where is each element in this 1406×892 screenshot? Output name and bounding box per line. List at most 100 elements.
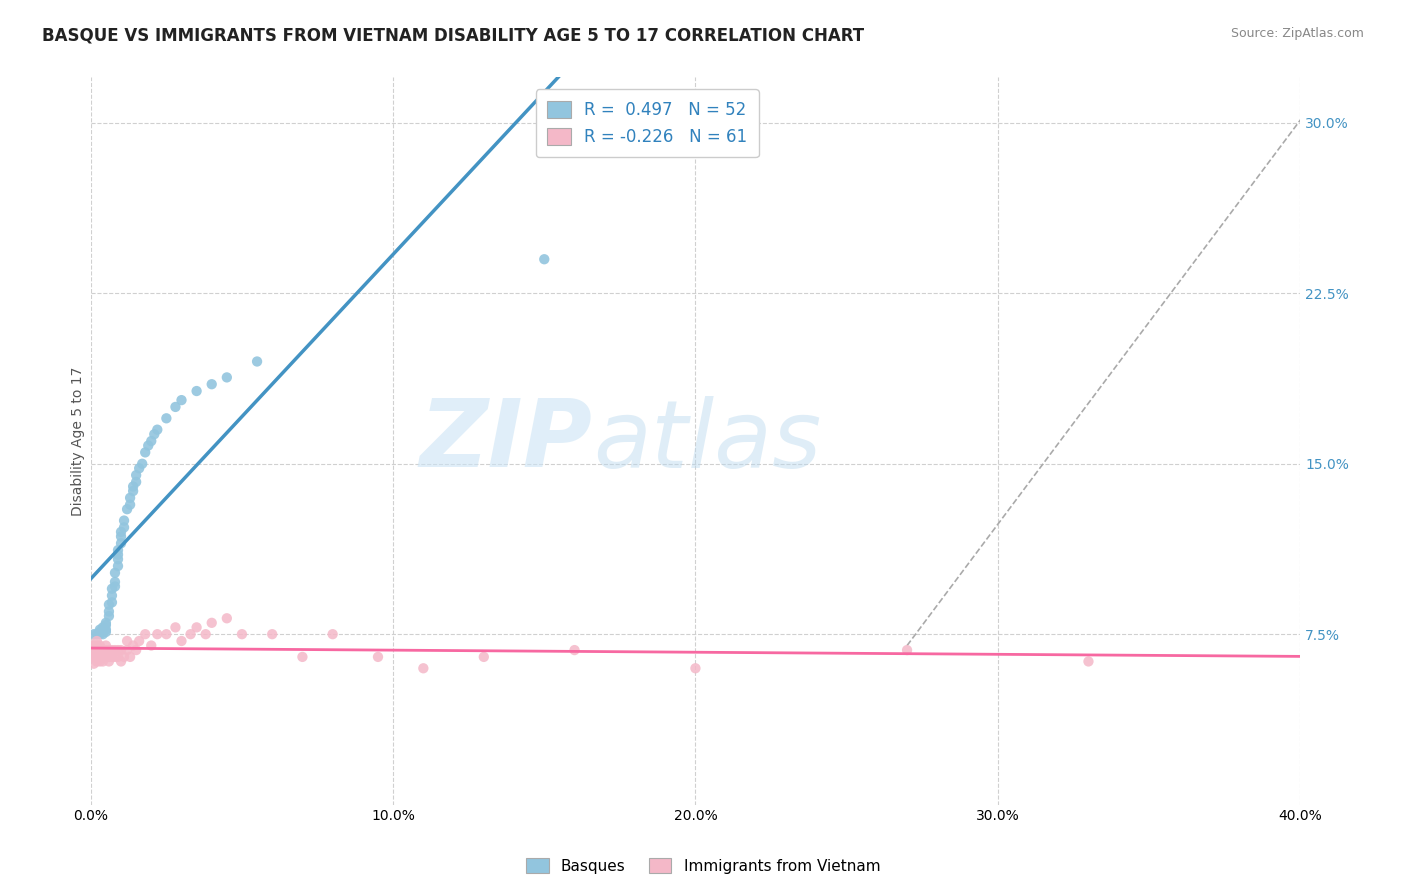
Point [94,618,117,632]
Y-axis label: Disability Age 5 to 17: Disability Age 5 to 17 [72,367,86,516]
Point [533,252,555,267]
Point [128,634,150,648]
Point [94,615,117,630]
Point [94,624,117,639]
Point [291,649,314,664]
Point [120,649,142,664]
Point [101,589,124,603]
Point [83,649,105,664]
Point [89,655,111,669]
Point [104,566,127,580]
Point [146,627,169,641]
Point [89,639,111,653]
Point [180,627,202,641]
Point [112,514,135,528]
Point [120,498,142,512]
Point [201,615,224,630]
Point [91,655,114,669]
Point [101,643,124,657]
Point [104,649,127,664]
Point [107,643,129,657]
Point [122,483,145,498]
Point [97,598,120,612]
Point [367,649,389,664]
Point [91,649,114,664]
Point [186,384,208,398]
Point [685,661,707,675]
Point [107,548,129,562]
Point [155,627,177,641]
Point [115,502,138,516]
Point [141,434,163,448]
Point [83,657,105,671]
Point [231,627,253,641]
Point [215,370,238,384]
Point [170,393,193,408]
Point [83,643,105,657]
Point [215,611,238,625]
Point [115,634,138,648]
Text: BASQUE VS IMMIGRANTS FROM VIETNAM DISABILITY AGE 5 TO 17 CORRELATION CHART: BASQUE VS IMMIGRANTS FROM VIETNAM DISABI… [42,27,865,45]
Point [89,643,111,657]
Point [97,649,120,664]
Point [89,649,111,664]
Text: atlas: atlas [593,395,821,486]
Point [97,609,120,624]
Point [107,552,129,566]
Point [83,627,105,641]
Point [86,649,108,664]
Point [94,643,117,657]
Point [101,649,124,664]
Point [1077,655,1099,669]
Point [122,479,145,493]
Point [101,582,124,596]
Point [97,655,120,669]
Point [125,475,148,489]
Point [115,643,138,657]
Point [125,468,148,483]
Point [141,639,163,653]
Point [91,624,114,639]
Point [125,643,148,657]
Point [322,627,344,641]
Point [120,491,142,505]
Legend: Basques, Immigrants from Vietnam: Basques, Immigrants from Vietnam [520,852,886,880]
Point [91,620,114,634]
Point [110,524,132,539]
Point [104,643,127,657]
Point [112,520,135,534]
Point [94,639,117,653]
Point [165,400,187,414]
Point [107,649,129,664]
Point [110,529,132,543]
Point [170,634,193,648]
Point [246,354,269,368]
Point [101,595,124,609]
Point [86,639,108,653]
Point [80,649,103,664]
Point [104,574,127,589]
Point [194,627,217,641]
Point [89,627,111,641]
Point [128,461,150,475]
Point [110,655,132,669]
Point [472,649,495,664]
Point [91,627,114,641]
Point [896,643,918,657]
Point [122,639,145,653]
Point [86,655,108,669]
Point [86,627,108,641]
Point [86,634,108,648]
Point [412,661,434,675]
Point [564,643,586,657]
Point [155,411,177,425]
Point [262,627,284,641]
Point [83,639,105,653]
Point [146,423,169,437]
Point [91,643,114,657]
Point [131,457,153,471]
Point [86,643,108,657]
Point [136,439,159,453]
Point [104,579,127,593]
Point [110,536,132,550]
